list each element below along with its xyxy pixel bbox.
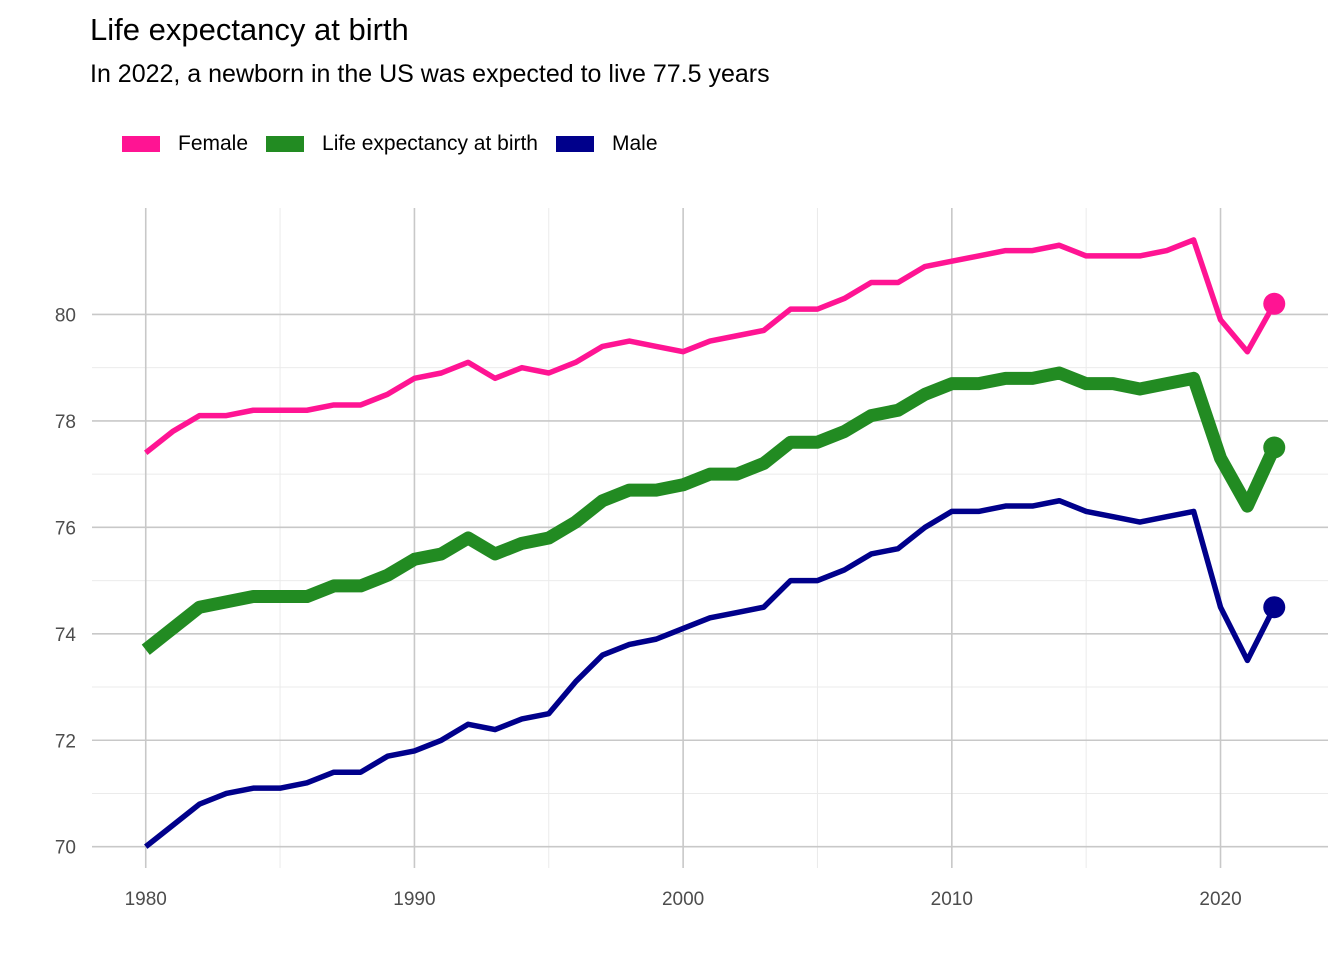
x-tick-label: 1990 [393,889,435,910]
series-lines [141,237,1286,849]
legend-label-total: Life expectancy at birth [322,132,538,155]
legend-key-female [122,136,160,152]
x-tick-label: 2010 [931,889,973,910]
legend-label-female: Female [178,132,249,155]
x-tick-label: 2020 [1199,889,1241,910]
y-tick-label: 72 [55,731,76,752]
legend-item-male: Male [556,132,658,156]
legend-label-male: Male [612,132,658,155]
series-line-male [144,497,1277,849]
legend: Female Life expectancy at birth Male [122,130,676,158]
x-tick-label: 1980 [125,889,167,910]
legend-item-female: Female [122,132,248,156]
x-tick-label: 2000 [662,889,704,910]
y-tick-label: 76 [55,518,76,539]
end-point-female [1263,292,1286,315]
y-tick-label: 74 [55,625,77,646]
end-point-total [1263,436,1286,459]
legend-item-total: Life expectancy at birth [266,132,538,156]
axis-labels: 1980 1990 2000 2010 2020 70 72 74 76 78 80 [55,305,1242,910]
chart-subtitle: In 2022, a newborn in the US was expecte… [90,60,770,88]
grid [92,208,1328,868]
legend-key-male [556,136,594,152]
series-line-female [144,237,1277,455]
chart-title: Life expectancy at birth [90,12,409,47]
y-tick-label: 70 [55,838,76,859]
y-tick-label: 80 [55,305,76,326]
end-point-male [1263,596,1286,619]
y-tick-label: 78 [55,412,76,433]
series-line-total [141,366,1281,655]
legend-key-total [266,136,305,152]
